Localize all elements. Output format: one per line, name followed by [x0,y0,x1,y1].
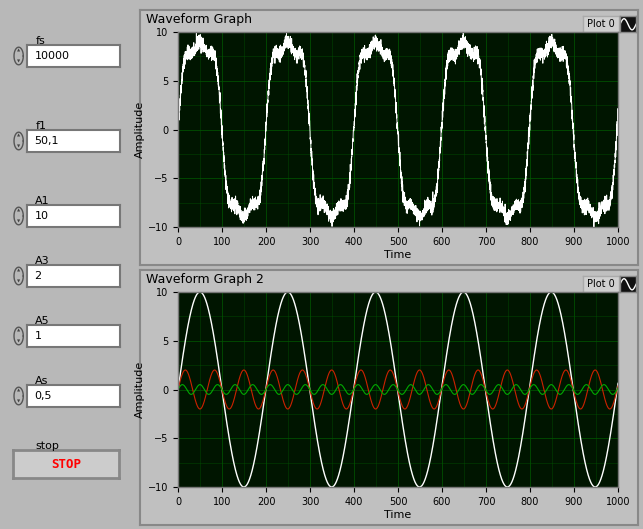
Text: A3: A3 [35,257,50,267]
Text: A5: A5 [35,316,50,326]
Text: 50,1: 50,1 [35,136,59,146]
Text: Waveform Graph: Waveform Graph [147,13,253,25]
Text: ▲: ▲ [17,208,20,213]
Text: 2: 2 [35,271,42,281]
Y-axis label: Amplitude: Amplitude [135,361,145,418]
Text: Waveform Graph 2: Waveform Graph 2 [147,272,264,286]
X-axis label: Time: Time [385,509,412,519]
Text: fs: fs [35,37,45,47]
Text: 1: 1 [35,331,41,341]
Text: ▲: ▲ [17,388,20,393]
Text: ▼: ▼ [17,279,20,284]
Text: Plot 0: Plot 0 [587,279,615,289]
Text: f1: f1 [35,121,46,131]
Text: STOP: STOP [51,458,81,470]
Text: ▼: ▼ [17,340,20,343]
Text: ▲: ▲ [17,329,20,333]
Text: ▲: ▲ [17,269,20,272]
Text: ▼: ▼ [17,220,20,223]
Text: 0,5: 0,5 [35,391,52,401]
Text: 10: 10 [35,211,48,221]
Text: stop: stop [35,441,59,451]
Text: ▼: ▼ [17,59,20,63]
Text: A1: A1 [35,196,50,206]
X-axis label: Time: Time [385,250,412,260]
Text: ▼: ▼ [17,144,20,149]
Text: ▲: ▲ [17,49,20,52]
Text: Plot 0: Plot 0 [587,19,615,29]
Text: ▲: ▲ [17,133,20,138]
Text: 10000: 10000 [35,51,69,61]
Text: ▼: ▼ [17,399,20,404]
Text: As: As [35,376,49,386]
Y-axis label: Amplitude: Amplitude [135,101,145,158]
